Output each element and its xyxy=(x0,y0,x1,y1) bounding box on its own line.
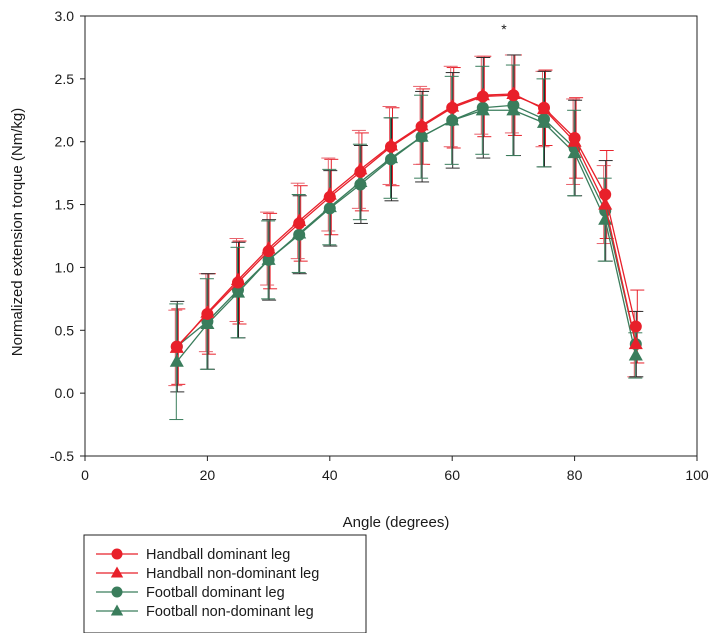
legend-marker xyxy=(110,566,124,578)
legend-label: Handball non-dominant leg xyxy=(146,566,319,582)
data-point xyxy=(353,174,368,187)
x-axis-label: Angle (degrees) xyxy=(343,514,450,531)
x-tick-label: 40 xyxy=(322,467,338,483)
plot-frame xyxy=(84,15,698,457)
axes: 0 20 40 60 80 100 -0.5 0.0 0.5 1.0 1.5 2.0 2.5 3.0 xyxy=(50,8,709,483)
x-tick-label: 20 xyxy=(200,467,216,483)
data-point xyxy=(445,112,460,126)
data-point xyxy=(506,86,521,99)
data-point xyxy=(506,102,521,116)
axis-labels: Angle (degrees) Normalized extension tor… xyxy=(9,21,507,531)
x-tick-label: 100 xyxy=(685,467,709,483)
legend-label: Football dominant leg xyxy=(146,585,285,601)
data-point xyxy=(628,336,643,350)
data-point xyxy=(322,186,337,200)
series-3 xyxy=(169,102,643,367)
y-tick-label: 3.0 xyxy=(55,8,75,24)
data-point xyxy=(353,161,368,175)
data-point xyxy=(628,347,643,361)
data-point xyxy=(475,102,490,116)
series-0 xyxy=(170,89,642,353)
legend-marker xyxy=(111,586,123,598)
legend-label: Football non-dominant leg xyxy=(146,604,314,620)
data-point xyxy=(261,252,276,265)
data-point xyxy=(230,285,246,298)
y-tick-label: 0.5 xyxy=(55,322,75,338)
series-1 xyxy=(169,86,643,353)
plot-marks xyxy=(168,54,645,421)
data-point xyxy=(567,145,582,159)
data-point xyxy=(414,129,429,142)
error-bars-series xyxy=(170,54,644,393)
series-line xyxy=(176,93,637,349)
data-point xyxy=(536,115,552,128)
significance-annotation: * xyxy=(501,21,507,37)
data-point xyxy=(200,316,215,330)
data-point xyxy=(536,101,552,115)
data-point xyxy=(383,150,399,164)
x-tick-label: 80 xyxy=(567,467,583,483)
data-point xyxy=(230,272,246,286)
data-point xyxy=(475,87,490,101)
y-tick-label: 0.0 xyxy=(55,385,75,401)
series-line xyxy=(176,104,637,348)
data-point xyxy=(169,340,184,353)
legend-label: Handball dominant leg xyxy=(146,547,290,563)
data-point xyxy=(261,241,276,254)
y-tick-label: -0.5 xyxy=(50,448,74,464)
data-point xyxy=(200,305,215,318)
data-point xyxy=(292,213,307,226)
y-axis-label: Normalized extension torque (Nm/kg) xyxy=(9,108,26,356)
y-tick-label: 2.5 xyxy=(55,71,75,87)
series-line xyxy=(176,94,637,348)
data-point xyxy=(414,117,429,131)
data-point xyxy=(383,137,399,151)
data-point xyxy=(292,225,307,239)
data-point xyxy=(169,354,184,367)
legend-box xyxy=(83,534,367,633)
y-tick-label: 1.0 xyxy=(55,259,75,275)
x-tick-label: 60 xyxy=(444,467,460,483)
data-point xyxy=(567,134,582,147)
legend-marker xyxy=(111,548,123,560)
data-point xyxy=(598,197,613,210)
y-tick-label: 1.5 xyxy=(55,197,75,213)
y-tick-label: 2.0 xyxy=(55,134,75,150)
error-bars-series xyxy=(168,54,642,387)
data-point xyxy=(445,98,460,112)
legend-marker xyxy=(110,604,124,616)
data-point xyxy=(322,199,337,213)
legend: Handball dominant leg Handball non-domina… xyxy=(83,534,367,633)
x-tick-label: 0 xyxy=(81,467,89,483)
series-line xyxy=(176,109,637,363)
